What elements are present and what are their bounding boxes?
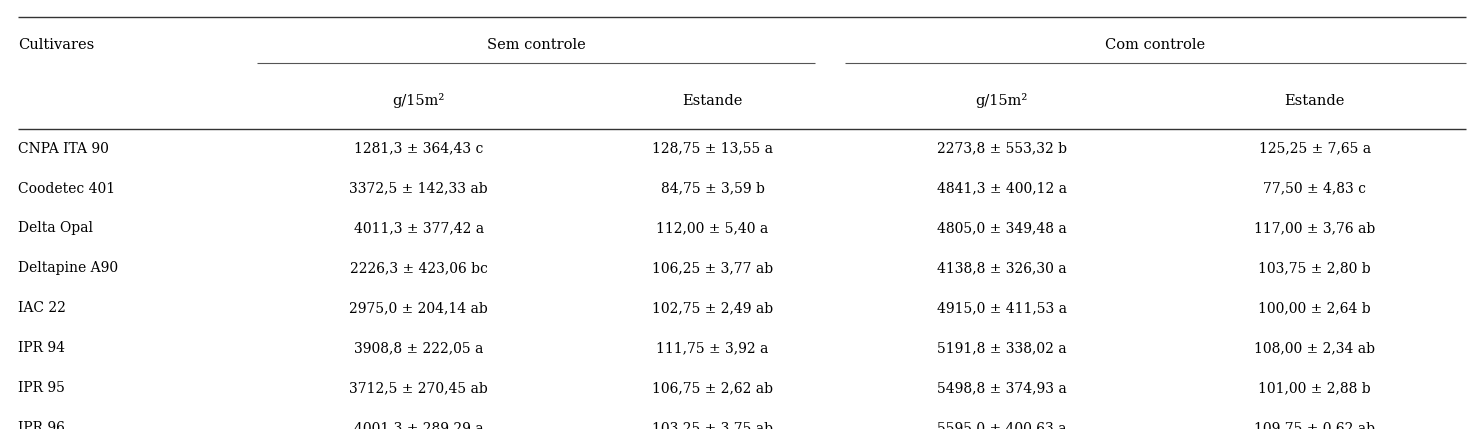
Text: Com controle: Com controle — [1105, 38, 1206, 52]
Text: Delta Opal: Delta Opal — [18, 221, 93, 236]
Text: 2226,3 ± 423,06 bc: 2226,3 ± 423,06 bc — [350, 261, 488, 275]
Text: 4841,3 ± 400,12 a: 4841,3 ± 400,12 a — [937, 181, 1066, 196]
Text: 106,25 ± 3,77 ab: 106,25 ± 3,77 ab — [652, 261, 773, 275]
Text: 5191,8 ± 338,02 a: 5191,8 ± 338,02 a — [937, 341, 1066, 355]
Text: 3712,5 ± 270,45 ab: 3712,5 ± 270,45 ab — [350, 381, 488, 395]
Text: 5595,0 ± 400,63 a: 5595,0 ± 400,63 a — [937, 421, 1066, 429]
Text: 3372,5 ± 142,33 ab: 3372,5 ± 142,33 ab — [350, 181, 488, 196]
Text: 1281,3 ± 364,43 c: 1281,3 ± 364,43 c — [354, 142, 483, 156]
Text: IAC 22: IAC 22 — [18, 301, 66, 315]
Text: 125,25 ± 7,65 a: 125,25 ± 7,65 a — [1259, 142, 1371, 156]
Text: 4001,3 ± 289,29 a: 4001,3 ± 289,29 a — [354, 421, 483, 429]
Text: Coodetec 401: Coodetec 401 — [18, 181, 115, 196]
Text: 4138,8 ± 326,30 a: 4138,8 ± 326,30 a — [937, 261, 1066, 275]
Text: 108,00 ± 2,34 ab: 108,00 ± 2,34 ab — [1255, 341, 1375, 355]
Text: CNPA ITA 90: CNPA ITA 90 — [18, 142, 109, 156]
Text: Sem controle: Sem controle — [486, 38, 586, 52]
Text: 101,00 ± 2,88 b: 101,00 ± 2,88 b — [1259, 381, 1371, 395]
Text: 103,75 ± 2,80 b: 103,75 ± 2,80 b — [1259, 261, 1371, 275]
Text: 4011,3 ± 377,42 a: 4011,3 ± 377,42 a — [354, 221, 483, 236]
Text: 102,75 ± 2,49 ab: 102,75 ± 2,49 ab — [652, 301, 773, 315]
Text: 2273,8 ± 553,32 b: 2273,8 ± 553,32 b — [937, 142, 1066, 156]
Text: 109,75 ± 0,62 ab: 109,75 ± 0,62 ab — [1255, 421, 1375, 429]
Text: IPR 94: IPR 94 — [18, 341, 65, 355]
Text: IPR 95: IPR 95 — [18, 381, 65, 395]
Text: 111,75 ± 3,92 a: 111,75 ± 3,92 a — [657, 341, 768, 355]
Text: 84,75 ± 3,59 b: 84,75 ± 3,59 b — [661, 181, 764, 196]
Text: g/15m²: g/15m² — [975, 94, 1028, 108]
Text: 100,00 ± 2,64 b: 100,00 ± 2,64 b — [1259, 301, 1371, 315]
Text: 4915,0 ± 411,53 a: 4915,0 ± 411,53 a — [937, 301, 1066, 315]
Text: Cultivares: Cultivares — [18, 38, 94, 52]
Text: 2975,0 ± 204,14 ab: 2975,0 ± 204,14 ab — [350, 301, 488, 315]
Text: Deltapine A90: Deltapine A90 — [18, 261, 118, 275]
Text: IPR 96: IPR 96 — [18, 421, 65, 429]
Text: g/15m²: g/15m² — [392, 94, 445, 108]
Text: 103,25 ± 3,75 ab: 103,25 ± 3,75 ab — [652, 421, 773, 429]
Text: Estande: Estande — [1284, 94, 1346, 108]
Text: 77,50 ± 4,83 c: 77,50 ± 4,83 c — [1263, 181, 1366, 196]
Text: 128,75 ± 13,55 a: 128,75 ± 13,55 a — [652, 142, 773, 156]
Text: 3908,8 ± 222,05 a: 3908,8 ± 222,05 a — [354, 341, 483, 355]
Text: Estande: Estande — [682, 94, 743, 108]
Text: 4805,0 ± 349,48 a: 4805,0 ± 349,48 a — [937, 221, 1066, 236]
Text: 106,75 ± 2,62 ab: 106,75 ± 2,62 ab — [652, 381, 773, 395]
Text: 112,00 ± 5,40 a: 112,00 ± 5,40 a — [657, 221, 768, 236]
Text: 5498,8 ± 374,93 a: 5498,8 ± 374,93 a — [937, 381, 1066, 395]
Text: 117,00 ± 3,76 ab: 117,00 ± 3,76 ab — [1255, 221, 1375, 236]
